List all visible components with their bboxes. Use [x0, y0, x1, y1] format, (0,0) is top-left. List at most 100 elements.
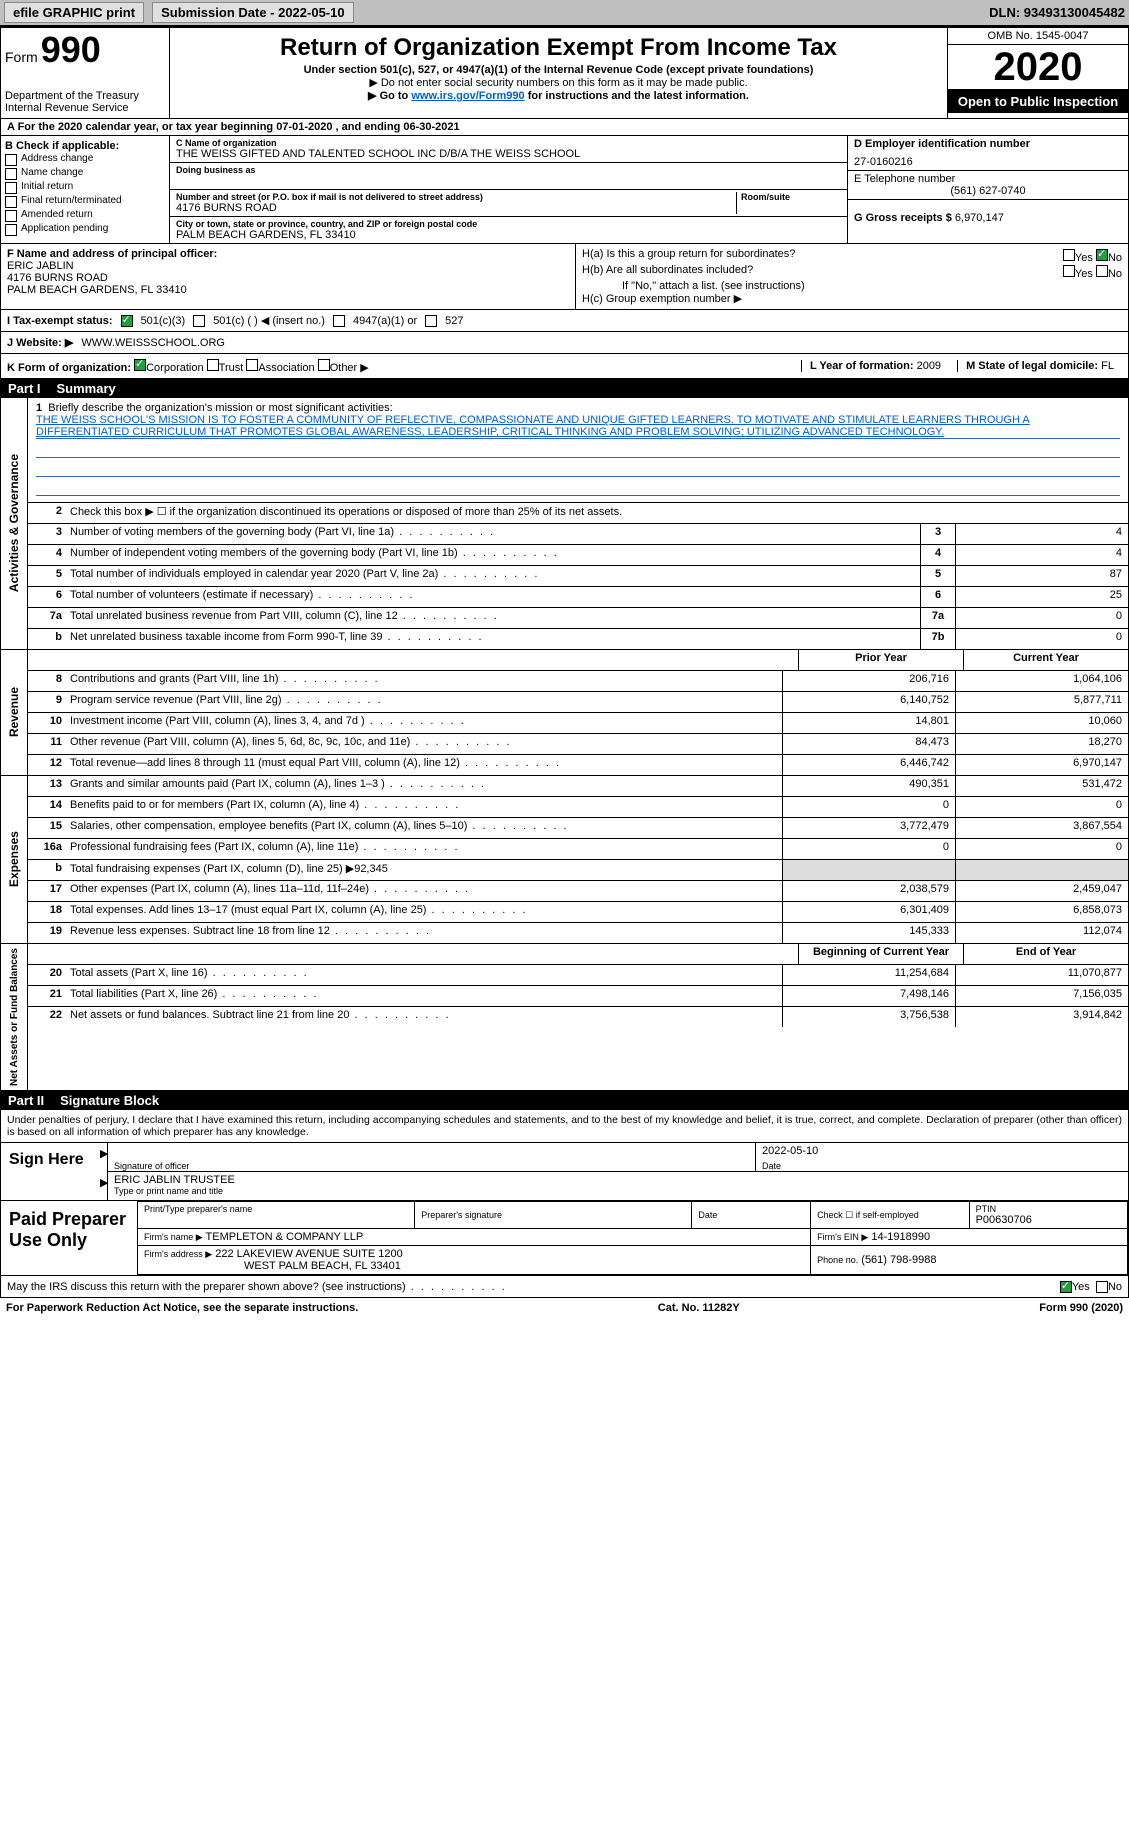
sig-officer-label: Signature of officer: [114, 1161, 189, 1171]
year-formation: 2009: [917, 360, 941, 372]
checkbox-501c[interactable]: [193, 315, 205, 327]
discuss-yes-checkbox[interactable]: [1060, 1281, 1072, 1293]
sig-date-value: 2022-05-10: [762, 1145, 1122, 1157]
open-to-public: Open to Public Inspection: [948, 90, 1128, 113]
penalty-text: Under penalties of perjury, I declare th…: [1, 1110, 1128, 1142]
checkbox-amended[interactable]: [5, 210, 17, 222]
mission-text: THE WEISS SCHOOL'S MISSION IS TO FOSTER …: [36, 414, 1120, 439]
omb-number: OMB No. 1545-0047: [948, 28, 1128, 45]
city-state-zip: PALM BEACH GARDENS, FL 33410: [176, 229, 841, 241]
firm-name: TEMPLETON & COMPANY LLP: [206, 1231, 364, 1243]
discuss-no-checkbox[interactable]: [1096, 1281, 1108, 1293]
section-f: F Name and address of principal officer:…: [1, 244, 576, 309]
checkbox-501c3[interactable]: [121, 315, 133, 327]
table-row: 14Benefits paid to or for members (Part …: [28, 797, 1128, 818]
checkbox-trust[interactable]: [207, 359, 219, 371]
paid-preparer-block: Paid Preparer Use Only Print/Type prepar…: [0, 1201, 1129, 1276]
expenses-side-label: Expenses: [5, 827, 23, 891]
checkbox-association[interactable]: [246, 359, 258, 371]
checkbox-final-return[interactable]: [5, 196, 17, 208]
ptin-value: P00630706: [976, 1214, 1121, 1226]
netassets-block: Net Assets or Fund Balances Beginning of…: [0, 944, 1129, 1091]
governance-side-label: Activities & Governance: [5, 450, 23, 596]
form-id-block: Form 990 Department of the Treasury Inte…: [1, 28, 170, 118]
firm-phone: (561) 798-9988: [861, 1254, 936, 1266]
website-row: J Website: ▶ WWW.WEISSSCHOOL.ORG: [0, 332, 1129, 354]
table-row: bNet unrelated business taxable income f…: [28, 629, 1128, 649]
section-c: C Name of organization THE WEISS GIFTED …: [170, 136, 847, 243]
state-domicile: FL: [1101, 360, 1114, 372]
checkbox-other[interactable]: [318, 359, 330, 371]
hb-label: H(b) Are all subordinates included?: [582, 264, 753, 280]
checkbox-4947[interactable]: [333, 315, 345, 327]
ha-yes-checkbox[interactable]: [1063, 249, 1075, 261]
dba-label: Doing business as: [176, 165, 841, 175]
addr-label: Number and street (or P.O. box if mail i…: [176, 192, 736, 202]
section-h: H(a) Is this a group return for subordin…: [576, 244, 1128, 309]
section-bcdeg: B Check if applicable: Address change Na…: [0, 136, 1129, 244]
current-year-header: Current Year: [963, 650, 1128, 670]
ein-label: D Employer identification number: [854, 138, 1122, 150]
table-row: bTotal fundraising expenses (Part IX, co…: [28, 860, 1128, 881]
submission-date-button[interactable]: Submission Date - 2022-05-10: [152, 2, 354, 23]
checkbox-address-change[interactable]: [5, 154, 17, 166]
checkbox-corporation[interactable]: [134, 359, 146, 371]
dept-treasury: Department of the Treasury: [5, 90, 165, 102]
gross-receipts-value: 6,970,147: [955, 212, 1004, 224]
table-row: 16aProfessional fundraising fees (Part I…: [28, 839, 1128, 860]
tax-year: 2020: [948, 45, 1128, 90]
footer-right: Form 990 (2020): [1039, 1302, 1123, 1314]
footer-mid: Cat. No. 11282Y: [658, 1302, 740, 1314]
checkbox-name-change[interactable]: [5, 168, 17, 180]
revenue-block: Revenue Prior Year Current Year 8Contrib…: [0, 650, 1129, 776]
page-footer: For Paperwork Reduction Act Notice, see …: [0, 1298, 1129, 1318]
section-b: B Check if applicable: Address change Na…: [1, 136, 170, 243]
tax-exempt-row: I Tax-exempt status: 501(c)(3) 501(c) ( …: [0, 310, 1129, 332]
hb-yes-checkbox[interactable]: [1063, 265, 1075, 277]
table-row: 18Total expenses. Add lines 13–17 (must …: [28, 902, 1128, 923]
netassets-side-label: Net Assets or Fund Balances: [7, 944, 22, 1090]
street-address: 4176 BURNS ROAD: [176, 202, 736, 214]
checkbox-application-pending[interactable]: [5, 224, 17, 236]
section-deg: D Employer identification number 27-0160…: [847, 136, 1128, 243]
efile-print-button[interactable]: efile GRAPHIC print: [4, 2, 144, 23]
table-row: 15Salaries, other compensation, employee…: [28, 818, 1128, 839]
table-row: 19Revenue less expenses. Subtract line 1…: [28, 923, 1128, 943]
table-row: 2Check this box ▶ ☐ if the organization …: [28, 503, 1128, 524]
table-row: 4Number of independent voting members of…: [28, 545, 1128, 566]
table-row: 22Net assets or fund balances. Subtract …: [28, 1007, 1128, 1027]
ein-value: 27-0160216: [854, 156, 1122, 168]
subtitle-1: Under section 501(c), 527, or 4947(a)(1)…: [178, 64, 939, 76]
phone-label: E Telephone number: [854, 173, 1122, 185]
ha-label: H(a) Is this a group return for subordin…: [582, 248, 795, 264]
irs-link[interactable]: www.irs.gov/Form990: [411, 90, 524, 102]
begin-year-header: Beginning of Current Year: [798, 944, 963, 964]
ha-no-checkbox[interactable]: [1096, 249, 1108, 261]
city-label: City or town, state or province, country…: [176, 219, 841, 229]
table-row: 17Other expenses (Part IX, column (A), l…: [28, 881, 1128, 902]
sign-here-label: Sign Here: [1, 1142, 107, 1200]
k-org-row: K Form of organization: Corporation Trus…: [0, 354, 1129, 379]
hc-label: H(c) Group exemption number ▶: [582, 292, 1122, 305]
form-header: Form 990 Department of the Treasury Inte…: [0, 27, 1129, 119]
table-row: 21Total liabilities (Part X, line 26)7,4…: [28, 986, 1128, 1007]
checkbox-initial-return[interactable]: [5, 182, 17, 194]
main-title: Return of Organization Exempt From Incom…: [178, 34, 939, 62]
sig-date-label: Date: [762, 1161, 781, 1171]
checkbox-527[interactable]: [425, 315, 437, 327]
phone-value: (561) 627-0740: [854, 185, 1122, 197]
table-row: 7aTotal unrelated business revenue from …: [28, 608, 1128, 629]
form-title-block: Return of Organization Exempt From Incom…: [170, 28, 947, 118]
room-label: Room/suite: [741, 192, 841, 202]
table-row: 9Program service revenue (Part VIII, lin…: [28, 692, 1128, 713]
paid-preparer-label: Paid Preparer Use Only: [1, 1201, 137, 1275]
officer-name-title: ERIC JABLIN TRUSTEE: [114, 1174, 1122, 1186]
hb-no-checkbox[interactable]: [1096, 265, 1108, 277]
top-bar: efile GRAPHIC print Submission Date - 20…: [0, 0, 1129, 27]
irs-label: Internal Revenue Service: [5, 102, 165, 114]
subtitle-2: ▶ Do not enter social security numbers o…: [178, 76, 939, 89]
table-row: 3Number of voting members of the governi…: [28, 524, 1128, 545]
table-row: 8Contributions and grants (Part VIII, li…: [28, 671, 1128, 692]
officer-name: ERIC JABLIN: [7, 260, 569, 272]
part1-header: Part I Summary: [0, 379, 1129, 398]
